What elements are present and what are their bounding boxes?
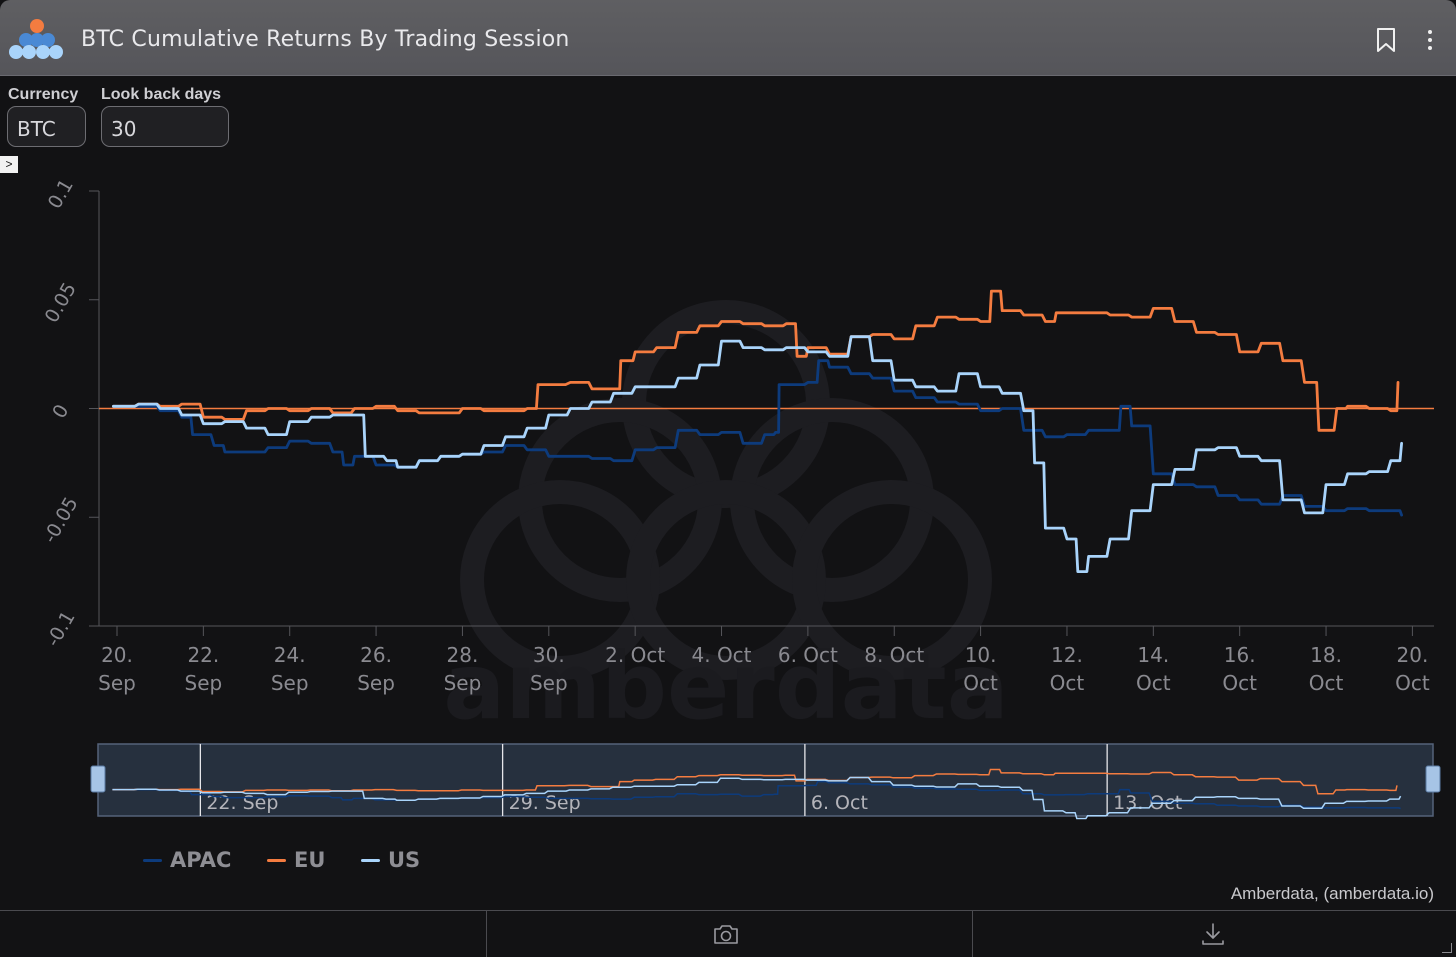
lookback-input[interactable]: 30 xyxy=(101,106,229,147)
x-tick-label: 28. Sep xyxy=(444,643,482,695)
expand-panel-button[interactable]: > xyxy=(0,156,18,173)
navigator-handle-left[interactable] xyxy=(90,765,106,793)
legend-label-eu: EU xyxy=(294,848,326,872)
y-tick-label: 0.05 xyxy=(41,279,81,327)
download-icon xyxy=(1202,923,1224,945)
x-tick-label: 14. Oct xyxy=(1136,643,1171,695)
bookmark-icon[interactable] xyxy=(1374,27,1398,53)
navigator[interactable]: 22. Sep 29. Sep 6. Oct 13. Oct xyxy=(90,743,1441,820)
x-tick-label: 6. Oct xyxy=(778,643,838,667)
x-tick-label: 30. Sep xyxy=(530,643,568,695)
footer-bar xyxy=(0,910,1456,957)
legend-swatch-us xyxy=(361,858,380,862)
legend-label-us: US xyxy=(388,848,421,872)
currency-label: Currency xyxy=(8,86,79,103)
y-tick-label: -0.1 xyxy=(42,607,80,650)
credit-link[interactable]: Amberdata, (amberdata.io) xyxy=(1230,884,1434,903)
page-title: BTC Cumulative Returns By Trading Sessio… xyxy=(81,27,570,52)
lookback-label: Look back days xyxy=(101,86,222,103)
header-bar: BTC Cumulative Returns By Trading Sessio… xyxy=(0,0,1456,76)
navigator-label: 6. Oct xyxy=(811,792,868,814)
watermark: amberdata xyxy=(443,300,1009,740)
currency-select[interactable]: BTC xyxy=(7,106,86,147)
legend-label-apac: APAC xyxy=(170,848,232,872)
download-button[interactable] xyxy=(973,911,1456,957)
x-tick-label: 10. Oct xyxy=(963,643,998,695)
watermark-text: amberdata xyxy=(443,633,1009,740)
x-tick-label: 16. Oct xyxy=(1222,643,1257,695)
x-tick-label: 12. Oct xyxy=(1050,643,1085,695)
x-tick-label: 4. Oct xyxy=(692,643,752,667)
more-vertical-icon[interactable] xyxy=(1420,27,1440,53)
camera-icon xyxy=(714,925,738,944)
navigator-handle-right[interactable] xyxy=(1425,765,1441,793)
series-line-us xyxy=(112,335,1403,573)
y-tick-label: 0.1 xyxy=(44,175,78,212)
legend: APAC EU US xyxy=(0,846,700,874)
legend-item-eu[interactable]: EU xyxy=(267,846,325,874)
series-line-eu xyxy=(112,289,1400,432)
footer-divider xyxy=(972,911,973,957)
legend-swatch-apac xyxy=(143,858,162,862)
x-tick-label: 18. Oct xyxy=(1309,643,1344,695)
resize-handle[interactable] xyxy=(1442,943,1452,953)
x-tick-label: 22. Sep xyxy=(185,643,223,695)
x-tick-label: 24. Sep xyxy=(271,643,309,695)
x-tick-label: 8. Oct xyxy=(864,643,924,667)
legend-item-apac[interactable]: APAC xyxy=(143,846,231,874)
x-tick-label: 2. Oct xyxy=(605,643,665,667)
footer-divider xyxy=(486,911,487,957)
navigator-series-apac xyxy=(112,780,1401,810)
x-tick-label: 20. Sep xyxy=(98,643,136,695)
screenshot-button[interactable] xyxy=(487,911,972,957)
y-tick-label: 0 xyxy=(48,401,73,422)
x-tick-label: 26. Sep xyxy=(357,643,395,695)
navigator-series-us xyxy=(112,776,1402,820)
y-tick-label: -0.05 xyxy=(39,493,83,547)
legend-item-us[interactable]: US xyxy=(361,846,420,874)
legend-swatch-eu xyxy=(267,858,286,862)
x-tick-label: 20. Oct xyxy=(1395,643,1430,695)
returns-chart: amberdata 0.1 0.05 0 -0.05 -0.1 20. Sep 22. Sep 2… xyxy=(39,175,1441,820)
series-line-apac xyxy=(112,359,1403,517)
amberdata-logo xyxy=(9,19,63,59)
